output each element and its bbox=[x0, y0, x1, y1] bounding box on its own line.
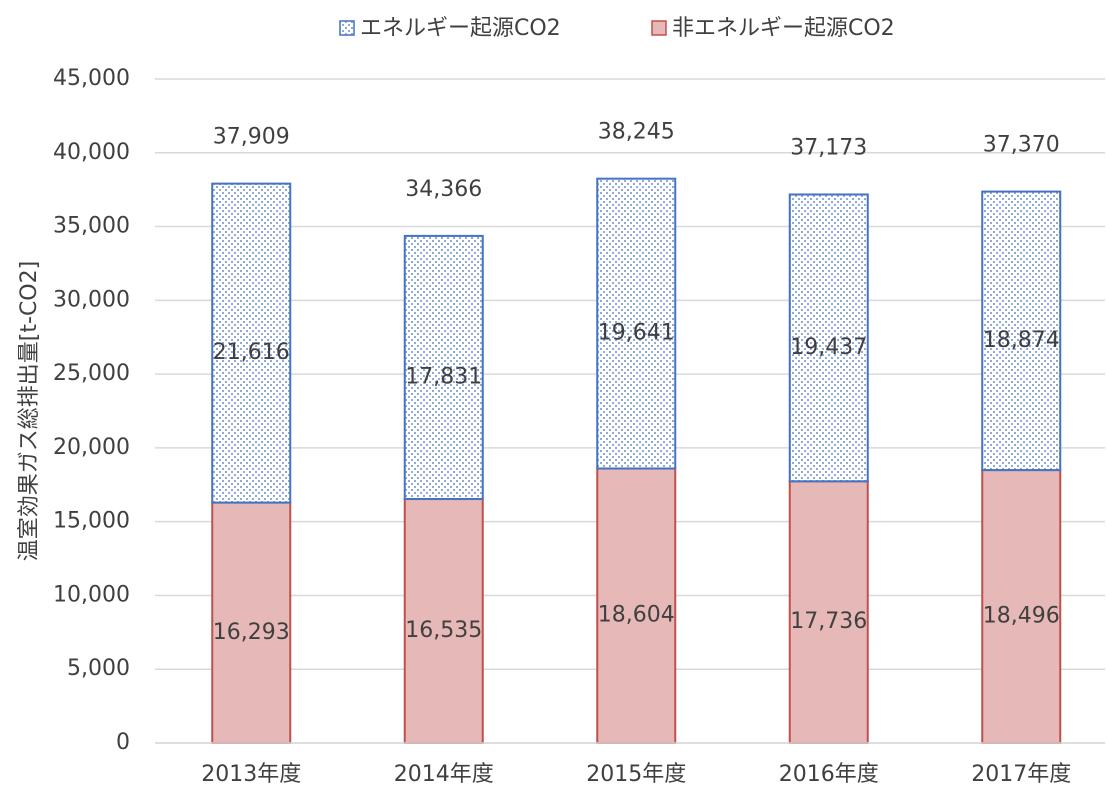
y-tick-label: 25,000 bbox=[53, 361, 130, 386]
bar-segment bbox=[981, 469, 1062, 744]
bar-segment bbox=[211, 182, 292, 504]
value-label: 18,874 bbox=[983, 328, 1060, 353]
x-tick-label: 2013年度 bbox=[201, 762, 301, 787]
y-tick-label: 40,000 bbox=[53, 140, 130, 165]
bar-segment bbox=[981, 190, 1062, 472]
value-label: 16,293 bbox=[213, 620, 290, 645]
bar-segment bbox=[403, 234, 484, 501]
y-tick-label: 45,000 bbox=[53, 66, 130, 91]
y-tick-label: 35,000 bbox=[53, 214, 130, 239]
y-axis-label: 温室効果ガス総排出量[t-CO2] bbox=[17, 261, 42, 561]
total-label: 37,909 bbox=[213, 125, 290, 150]
bar-segment bbox=[596, 467, 677, 744]
y-tick-label: 0 bbox=[116, 730, 130, 755]
value-label: 19,641 bbox=[598, 321, 675, 346]
bar-segment bbox=[788, 193, 869, 483]
legend-swatch bbox=[339, 20, 355, 36]
y-tick-label: 15,000 bbox=[53, 509, 130, 534]
value-label: 19,437 bbox=[790, 335, 867, 360]
x-tick-label: 2014年度 bbox=[394, 762, 494, 787]
total-label: 37,370 bbox=[983, 133, 1060, 158]
value-label: 21,616 bbox=[213, 340, 290, 365]
total-label: 34,366 bbox=[405, 177, 482, 202]
legend-swatch bbox=[651, 20, 667, 36]
total-label: 37,173 bbox=[790, 135, 867, 160]
bar-segment bbox=[788, 480, 869, 744]
value-label: 16,535 bbox=[405, 618, 482, 643]
total-label: 38,245 bbox=[598, 120, 675, 145]
y-tick-label: 20,000 bbox=[53, 435, 130, 460]
legend-label: 非エネルギー起源CO2 bbox=[672, 16, 895, 41]
value-label: 18,496 bbox=[983, 604, 1060, 629]
value-label: 17,831 bbox=[405, 364, 482, 389]
y-tick-label: 5,000 bbox=[67, 656, 130, 681]
legend-label: エネルギー起源CO2 bbox=[360, 16, 561, 41]
y-tick-label: 30,000 bbox=[53, 287, 130, 312]
y-tick-label: 10,000 bbox=[53, 582, 130, 607]
x-tick-label: 2015年度 bbox=[586, 762, 686, 787]
bar-segment bbox=[596, 177, 677, 470]
value-label: 18,604 bbox=[598, 603, 675, 628]
x-tick-label: 2016年度 bbox=[779, 762, 879, 787]
value-label: 17,736 bbox=[790, 609, 867, 634]
x-tick-label: 2017年度 bbox=[971, 762, 1071, 787]
